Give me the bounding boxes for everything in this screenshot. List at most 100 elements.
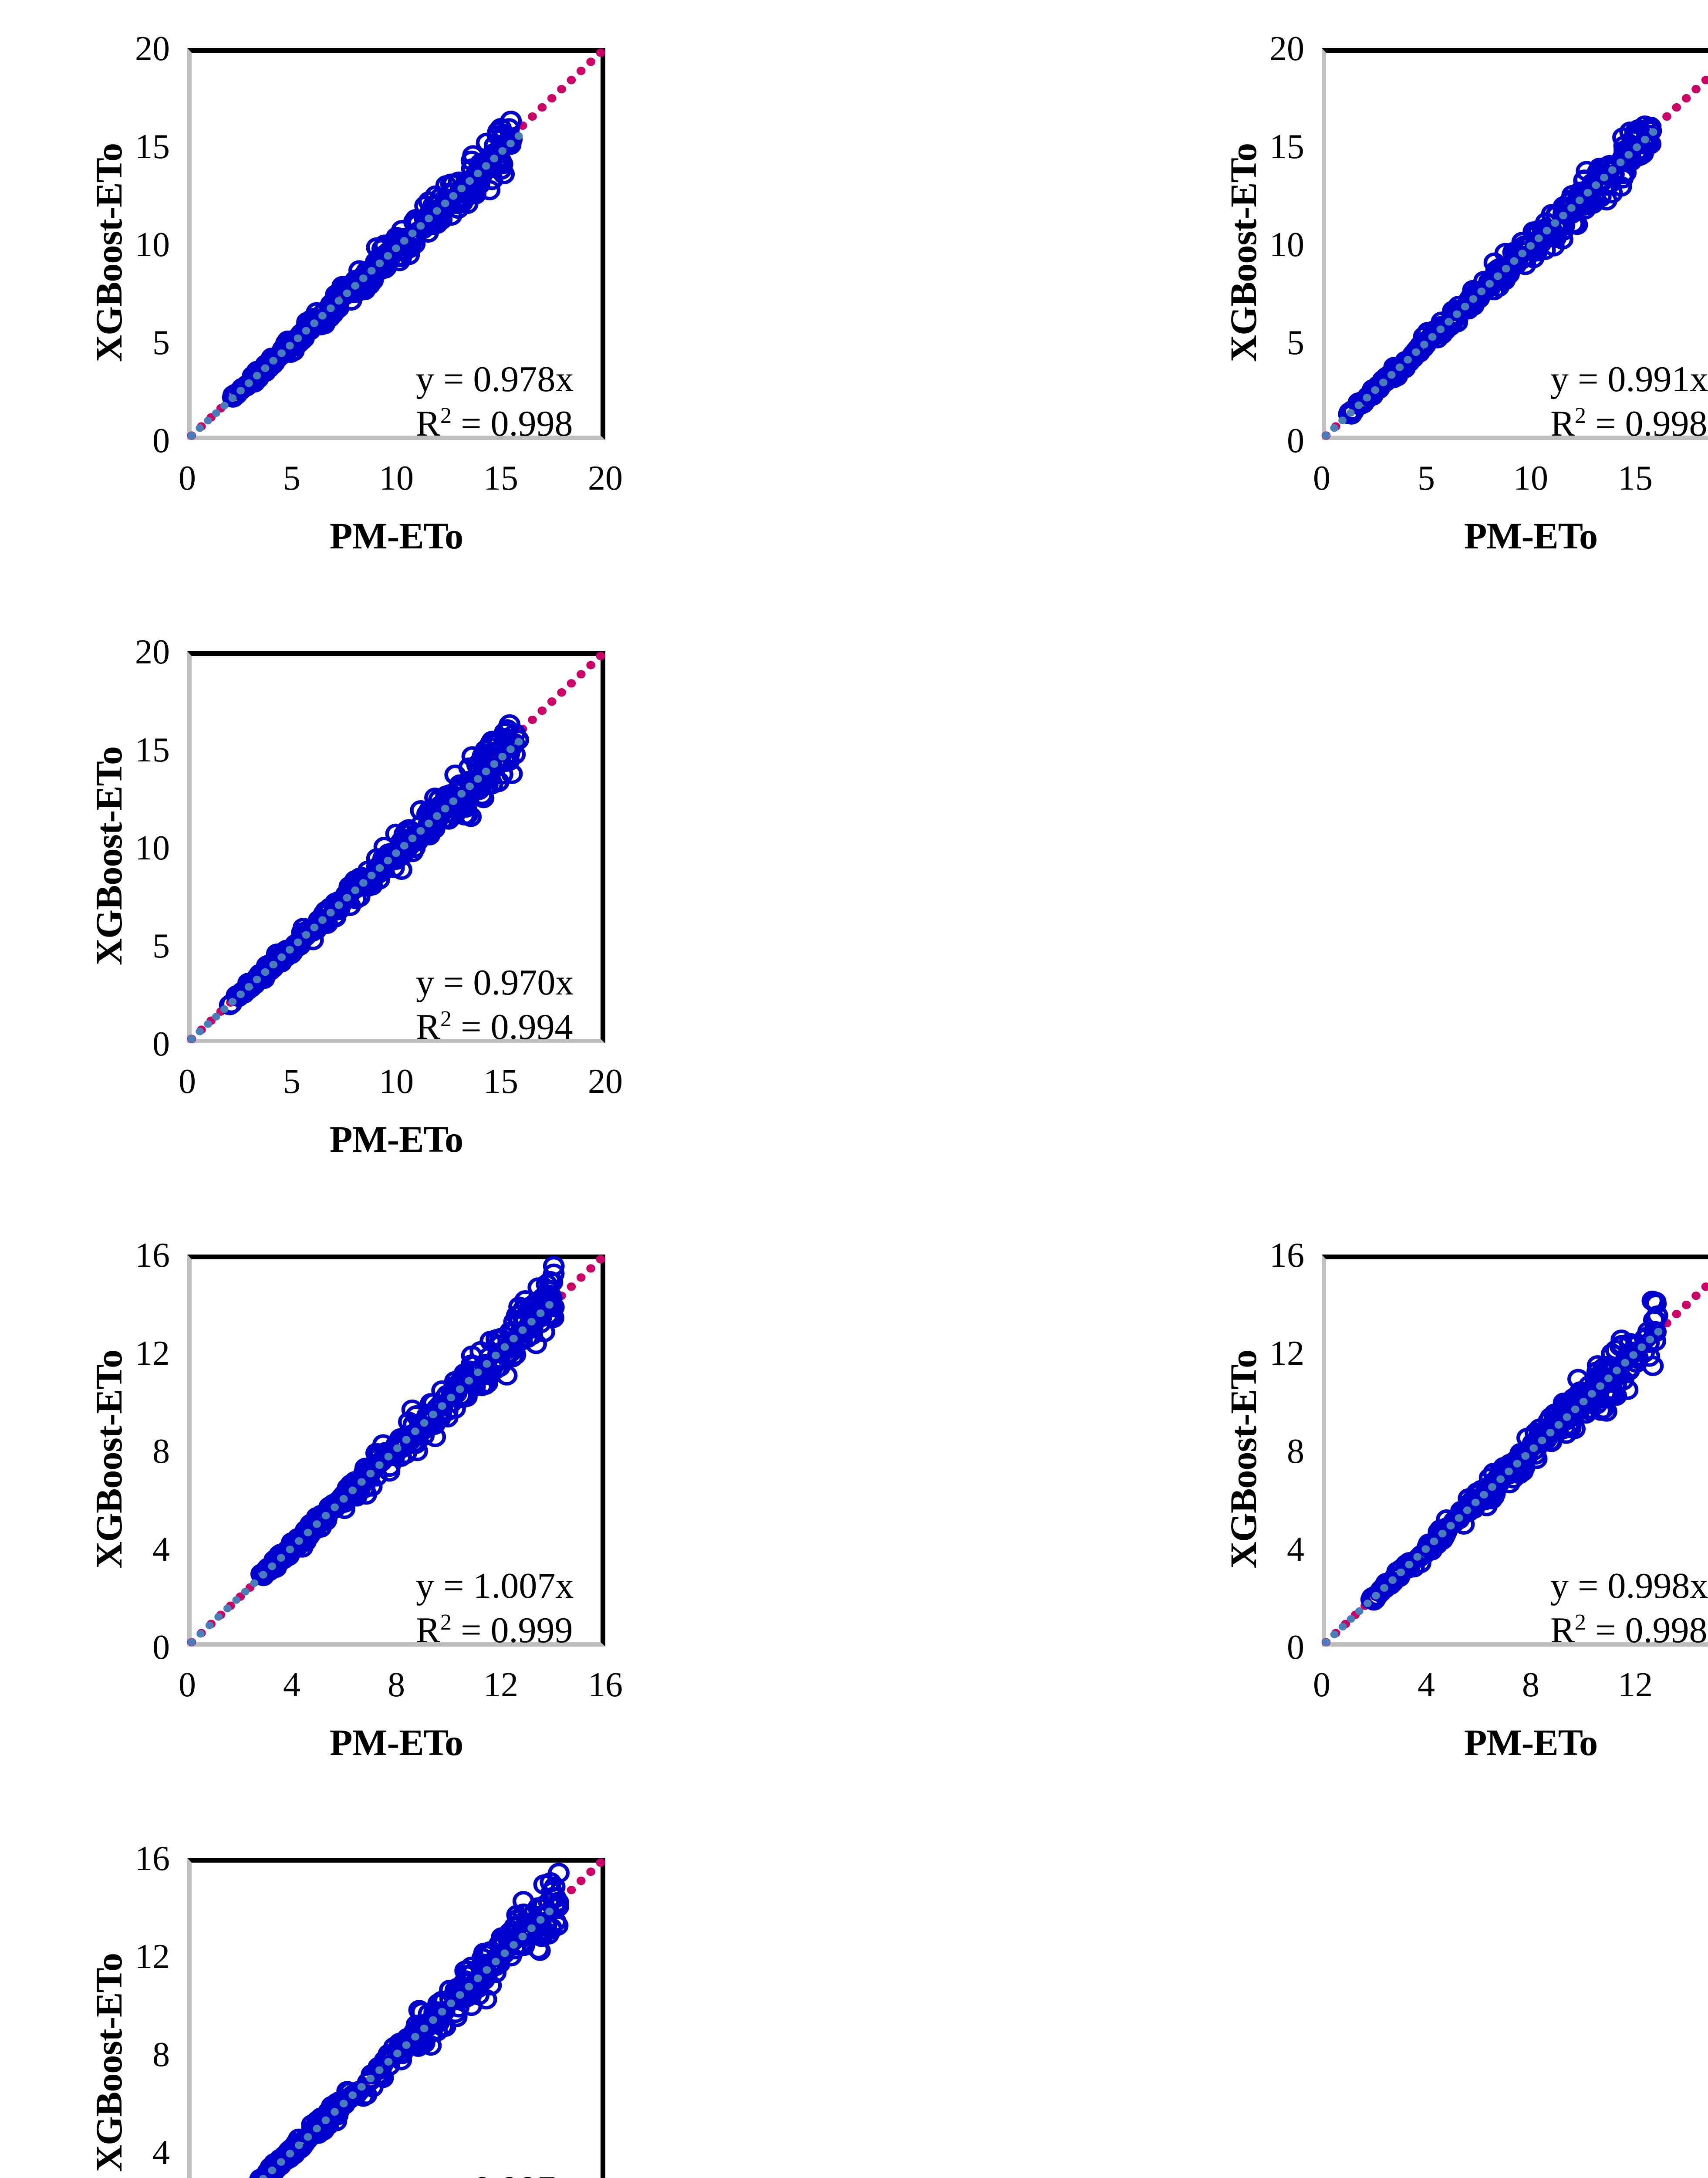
x-tick-1: 5: [283, 459, 300, 497]
x-tick-1: 5: [1418, 459, 1435, 497]
trendline-series: [187, 738, 523, 1043]
regression-annotation-5: y = 0.998x R2 = 0.998: [1550, 1564, 1708, 1653]
y-tick-0: 0: [1287, 422, 1304, 460]
scatter-panel-4: XGBoost-ETo 0 4 8 12 16 0 4 8 12 16 PM-E…: [0, 1207, 679, 1808]
r-squared-text: R2 = 0.994: [416, 1007, 573, 1048]
y-tick-1: 4: [152, 2134, 170, 2172]
equation-text: y = 0.970x: [416, 962, 574, 1003]
y-tick-0: 0: [1287, 1628, 1304, 1667]
regression-annotation-4: y = 1.007x R2 = 0.999: [416, 1564, 574, 1653]
scatter-panel-3: XGBoost-ETo 0 5 10 15 20 0 5 10 15 20 PM…: [0, 603, 679, 1204]
scatter-canvas-5: [1321, 1282, 1708, 1647]
r-squared-text: R2 = 0.998: [1550, 403, 1708, 444]
y-tick-0: 0: [152, 422, 170, 460]
r-squared-text: R2 = 0.998: [416, 403, 573, 444]
scatter-canvas-3: [187, 652, 605, 1043]
y-tick-0: 0: [152, 1628, 170, 1667]
trendline-series: [1322, 128, 1657, 440]
r-squared-text: R2 = 0.999: [416, 1610, 573, 1651]
plot-area-4: [187, 1255, 605, 1647]
regression-annotation-2: y = 0.991x R2 = 0.998: [1550, 357, 1708, 446]
observation-markers: [248, 1863, 570, 2178]
y-tick-2: 10: [135, 829, 170, 867]
x-tick-4: 20: [588, 1062, 623, 1101]
x-tick-2: 10: [379, 459, 414, 497]
y-tick-2: 10: [1269, 226, 1304, 264]
observation-markers: [222, 111, 523, 408]
equation-text: y = 0.997x: [416, 2167, 574, 2178]
y-tick-4: 16: [1269, 1236, 1304, 1275]
x-tick-2: 10: [1513, 459, 1548, 497]
y-tick-4: 20: [135, 633, 170, 671]
y-tick-2: 8: [1287, 1432, 1304, 1471]
y-tick-3: 15: [135, 128, 170, 166]
y-tick-4: 20: [135, 30, 170, 68]
x-tick-1: 4: [1418, 1666, 1435, 1704]
regression-annotation-3: y = 0.970x R2 = 0.994: [416, 960, 574, 1050]
plot-area-5: [1321, 1255, 1708, 1647]
x-tick-3: 15: [1618, 459, 1653, 497]
scatter-panel-1: XGBoost-ETo 0 5 10 15 20 0 5 10 15 20 PM…: [0, 0, 679, 601]
x-axis-title: PM-ETo: [329, 515, 463, 557]
y-tick-4: 20: [1269, 30, 1304, 68]
x-axis-title: PM-ETo: [1464, 515, 1598, 557]
y-tick-1: 5: [152, 324, 170, 362]
x-tick-2: 8: [1522, 1666, 1539, 1704]
scatter-panel-6: XGBoost-ETo 0 4 8 12 16 0 4 8 12 16 PM-E…: [0, 1810, 679, 2178]
x-tick-1: 5: [283, 1062, 300, 1101]
x-tick-0: 0: [179, 459, 196, 497]
x-tick-0: 0: [179, 1666, 196, 1704]
x-tick-0: 0: [1313, 459, 1330, 497]
x-tick-2: 10: [379, 1062, 414, 1101]
x-tick-4: 16: [588, 1666, 623, 1704]
y-tick-1: 5: [1287, 324, 1304, 362]
observation-markers: [1360, 1290, 1668, 1611]
trendline-series: [187, 1301, 554, 1646]
trendline-series: [1322, 1328, 1663, 1646]
y-tick-2: 8: [152, 1432, 170, 1471]
plot-area-3: [187, 651, 605, 1043]
r-squared-text: R2 = 0.998: [1550, 1610, 1708, 1651]
x-axis-title: PM-ETo: [329, 1118, 463, 1160]
y-tick-3: 15: [1269, 128, 1304, 166]
x-axis-title: PM-ETo: [1464, 1721, 1598, 1763]
trendline-series: [187, 132, 523, 440]
equation-text: y = 0.991x: [1550, 359, 1708, 399]
y-tick-2: 10: [135, 226, 170, 264]
x-tick-4: 20: [588, 459, 623, 497]
y-tick-1: 4: [1287, 1530, 1304, 1569]
y-tick-3: 15: [135, 731, 170, 769]
regression-annotation-6: y = 0.997x R2 = 0.999: [416, 2167, 574, 2178]
y-axis-title: XGBoost-ETo: [88, 1953, 130, 2172]
y-tick-3: 12: [135, 1334, 170, 1373]
y-tick-2: 8: [152, 2036, 170, 2074]
x-tick-3: 15: [483, 459, 518, 497]
x-tick-3: 12: [1618, 1666, 1653, 1704]
regression-annotation-1: y = 0.978x R2 = 0.998: [416, 357, 574, 446]
scatter-canvas-2: [1321, 76, 1708, 440]
observation-markers: [250, 1256, 565, 1586]
plot-area-1: [187, 48, 605, 440]
x-axis-title: PM-ETo: [329, 1721, 463, 1763]
x-tick-3: 15: [483, 1062, 518, 1101]
y-tick-0: 0: [152, 1025, 170, 1063]
x-tick-2: 8: [388, 1666, 405, 1704]
x-tick-0: 0: [1313, 1666, 1330, 1704]
scatter-canvas-6: [248, 1858, 605, 2178]
equation-text: y = 1.007x: [416, 1566, 574, 1606]
trendline-series: [259, 1907, 554, 2178]
plot-area-2: [1321, 48, 1708, 440]
y-tick-3: 12: [1269, 1334, 1304, 1373]
equation-text: y = 0.978x: [416, 359, 574, 399]
y-tick-4: 16: [135, 1840, 170, 1878]
y-tick-4: 16: [135, 1236, 170, 1275]
x-tick-3: 12: [483, 1666, 518, 1704]
x-tick-1: 4: [283, 1666, 300, 1704]
scatter-canvas-1: [187, 48, 605, 440]
scatter-panel-2: XGBoost-ETo 0 5 10 15 20 0 5 10 15 20 PM…: [1134, 0, 1708, 601]
scatter-canvas-4: [187, 1255, 605, 1647]
plot-area-6: [187, 1858, 605, 2178]
equation-text: y = 0.998x: [1550, 1566, 1708, 1606]
x-tick-0: 0: [179, 1062, 196, 1101]
